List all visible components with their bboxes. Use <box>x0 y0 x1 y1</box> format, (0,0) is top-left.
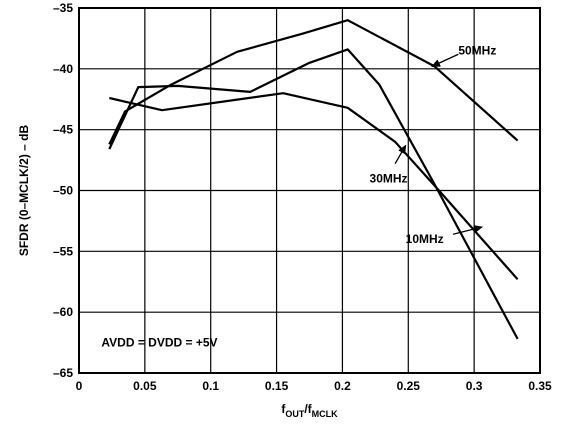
series-layer <box>108 19 519 340</box>
grid-lines <box>79 8 540 373</box>
x-tick-label: 0.1 <box>202 379 219 393</box>
y-tick-label: –40 <box>53 62 73 76</box>
y-tick-label: –65 <box>53 366 73 380</box>
annotation-arrow <box>394 144 407 165</box>
plot-frame <box>78 7 541 374</box>
tick-labels: 0 0.05 0.1 0.15 0.2 0.25 0.3 0.35 –65 –60 –55 –50 –4… <box>53 1 552 393</box>
annotation-label: AVDD = DVDD = +5V <box>101 336 217 350</box>
x-axis-label-main: f <box>281 402 286 416</box>
y-axis-label: SFDR (0–MCLK/2) – dB <box>17 124 31 256</box>
x-tick-label: 0.35 <box>528 379 552 393</box>
x-axis-label-sep: /f <box>304 402 312 416</box>
x-tick-label: 0.05 <box>133 379 157 393</box>
series-line-50mhz <box>108 19 519 145</box>
x-tick-label: 0.3 <box>466 379 483 393</box>
y-tick-label: –50 <box>53 184 73 198</box>
annotation-arrow <box>431 53 459 67</box>
annotation-label: 50MHz <box>458 44 496 58</box>
x-axis-label-sub1: OUT <box>285 409 305 419</box>
x-axis-label-sub2: MCLK <box>312 409 338 419</box>
annotations: 50MHz 30MHz 10MHz AVDD = DVDD = +5V <box>101 44 496 350</box>
y-tick-label: –45 <box>53 123 73 137</box>
x-tick-label: 0.25 <box>397 379 421 393</box>
annotation-label: 10MHz <box>406 232 444 246</box>
x-tick-label: 0.15 <box>265 379 289 393</box>
x-tick-label: 0.2 <box>334 379 351 393</box>
y-tick-label: –35 <box>53 1 73 15</box>
series-line-10mhz <box>109 92 519 281</box>
y-tick-label: –55 <box>53 244 73 258</box>
x-axis-label: fOUT/fMCLK <box>281 402 338 419</box>
annotation-label: 30MHz <box>370 171 408 185</box>
annotation-arrow <box>452 225 484 235</box>
y-tick-label: –60 <box>53 305 73 319</box>
series-line-30mhz <box>108 48 519 340</box>
x-tick-label: 0 <box>76 379 83 393</box>
